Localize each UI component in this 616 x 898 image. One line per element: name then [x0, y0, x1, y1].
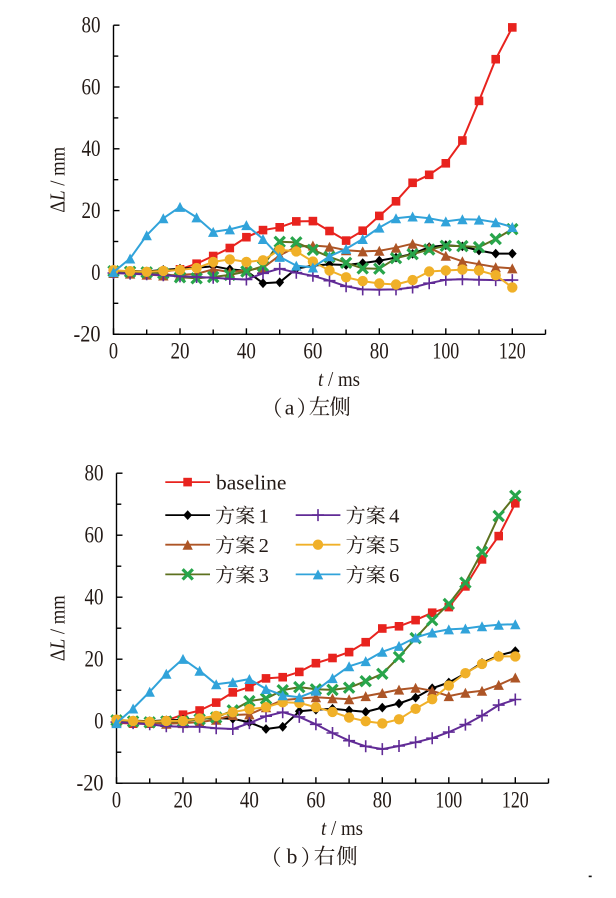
svg-text:80: 80	[373, 787, 392, 812]
svg-text:a: a	[285, 395, 295, 419]
svg-text:60: 60	[303, 338, 322, 363]
svg-text:1: 1	[259, 506, 269, 528]
svg-text:120: 120	[502, 787, 529, 812]
svg-text:20: 20	[85, 647, 104, 672]
svg-text:80: 80	[370, 338, 389, 363]
svg-text:baseline: baseline	[216, 471, 286, 495]
svg-text:80: 80	[85, 461, 104, 486]
svg-text:6: 6	[389, 565, 399, 587]
svg-text:0: 0	[94, 709, 103, 734]
svg-text:t / ms: t / ms	[321, 816, 363, 840]
svg-text:40: 40	[82, 136, 101, 161]
svg-text:-20: -20	[74, 322, 101, 347]
svg-text:-20: -20	[77, 771, 104, 796]
svg-text:100: 100	[432, 338, 459, 363]
svg-text:b: b	[287, 845, 298, 869]
svg-text:ΔL / mm: ΔL / mm	[46, 147, 70, 213]
svg-text:120: 120	[499, 338, 526, 363]
svg-text:3: 3	[259, 565, 269, 587]
svg-text:4: 4	[389, 506, 399, 528]
svg-text:40: 40	[240, 787, 259, 812]
svg-text:5: 5	[389, 535, 399, 557]
svg-text:60: 60	[82, 74, 101, 99]
svg-text:t / ms: t / ms	[318, 367, 360, 391]
svg-text:80: 80	[82, 13, 101, 38]
svg-text:40: 40	[237, 338, 256, 363]
svg-text:60: 60	[85, 523, 104, 548]
svg-text:ΔL / mm: ΔL / mm	[46, 595, 70, 661]
svg-text:2: 2	[259, 535, 269, 557]
svg-text:20: 20	[171, 338, 190, 363]
svg-text:0: 0	[109, 338, 118, 363]
svg-text:60: 60	[306, 787, 325, 812]
svg-text:0: 0	[91, 260, 100, 285]
svg-text:0: 0	[112, 787, 121, 812]
svg-text:20: 20	[82, 198, 101, 223]
svg-text:100: 100	[435, 787, 462, 812]
svg-text:20: 20	[174, 787, 193, 812]
svg-text:40: 40	[85, 585, 104, 610]
